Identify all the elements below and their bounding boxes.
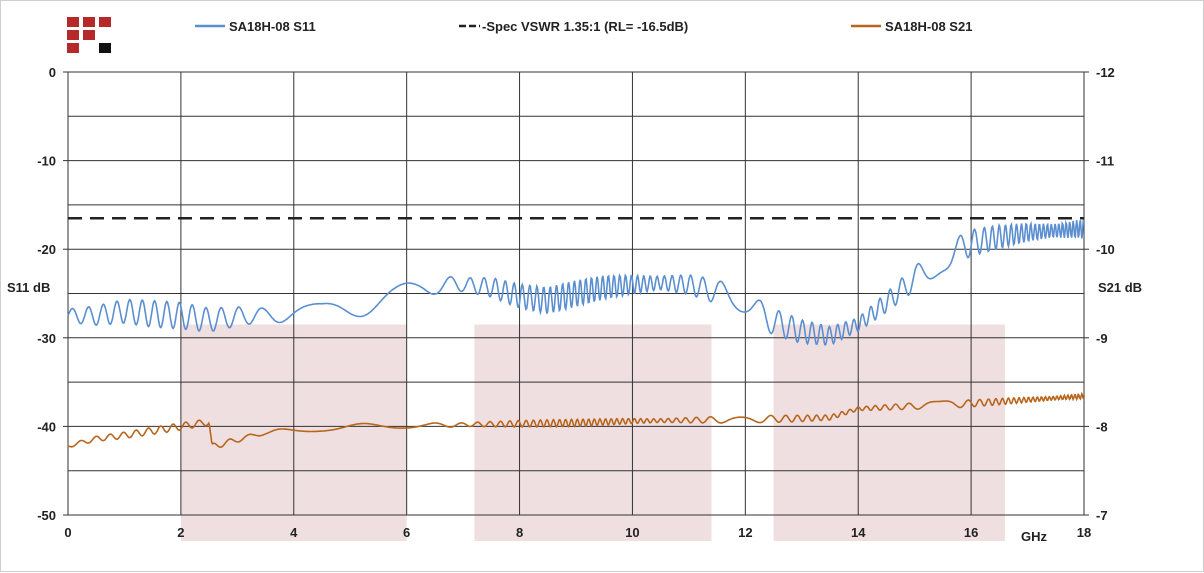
x-tick-label: 12 xyxy=(738,525,752,540)
logo-block xyxy=(67,43,79,53)
x-tick-label: 10 xyxy=(625,525,639,540)
highlight-bands xyxy=(180,324,1005,541)
series-line-sa18h-08-s11 xyxy=(67,219,1085,346)
x-tick-label: 14 xyxy=(851,525,866,540)
x-tick-label: 0 xyxy=(64,525,71,540)
x-axis-unit: GHz xyxy=(1021,529,1048,544)
chart-series xyxy=(67,216,1085,449)
left-tick-label: -20 xyxy=(37,242,56,257)
x-tick-label: 16 xyxy=(964,525,978,540)
legend-item-s11: SA18H-08 S11 xyxy=(195,19,316,34)
logo-block xyxy=(83,17,95,27)
x-tick-label: 18 xyxy=(1077,525,1091,540)
left-axis-label: S11 dB xyxy=(7,280,50,295)
right-tick-label: -10 xyxy=(1096,242,1115,257)
left-axis-ticks: 0 -10 -20 -30 -40 -50 xyxy=(37,65,56,523)
x-tick-label: 6 xyxy=(403,525,410,540)
right-tick-label: -8 xyxy=(1096,419,1108,434)
right-tick-label: -9 xyxy=(1096,331,1108,346)
left-tick-label: -40 xyxy=(37,419,56,434)
left-tick-label: -50 xyxy=(37,508,56,523)
x-axis-ticks: 0 2 4 6 8 10 12 14 16 18 xyxy=(64,525,1091,540)
right-tick-label: -7 xyxy=(1096,508,1108,523)
series-line-sa18h-08-s21 xyxy=(67,391,1085,449)
logo-block xyxy=(67,17,79,27)
highlight-band-2 xyxy=(474,324,712,541)
highlight-band-3 xyxy=(773,324,1005,541)
x-tick-label: 8 xyxy=(516,525,523,540)
company-logo-icon xyxy=(67,17,111,53)
left-tick-label: -30 xyxy=(37,331,56,346)
logo-block xyxy=(83,30,95,40)
left-tick-label: 0 xyxy=(49,65,56,80)
right-axis-ticks: -7 -8 -9 -10 -11 -12 xyxy=(1096,65,1115,523)
legend-item-s21: SA18H-08 S21 xyxy=(851,19,972,34)
right-tick-label: -12 xyxy=(1096,65,1115,80)
legend-item-spec: -Spec VSWR 1.35:1 (RL= -16.5dB) xyxy=(459,19,688,34)
right-tick-label: -11 xyxy=(1096,154,1114,169)
legend-label-s21: SA18H-08 S21 xyxy=(885,19,972,34)
left-tick-label: -10 xyxy=(37,154,56,169)
logo-block xyxy=(99,17,111,27)
chart-grid xyxy=(63,71,1089,516)
legend-label-spec: -Spec VSWR 1.35:1 (RL= -16.5dB) xyxy=(482,19,688,34)
right-axis-label: S21 dB xyxy=(1098,280,1142,295)
logo-block xyxy=(99,43,111,53)
x-tick-label: 2 xyxy=(177,525,184,540)
logo-block xyxy=(67,30,79,40)
legend-label-s11: SA18H-08 S11 xyxy=(229,19,316,34)
x-tick-label: 4 xyxy=(290,525,298,540)
chart-legend: SA18H-08 S11 -Spec VSWR 1.35:1 (RL= -16.… xyxy=(195,19,972,34)
